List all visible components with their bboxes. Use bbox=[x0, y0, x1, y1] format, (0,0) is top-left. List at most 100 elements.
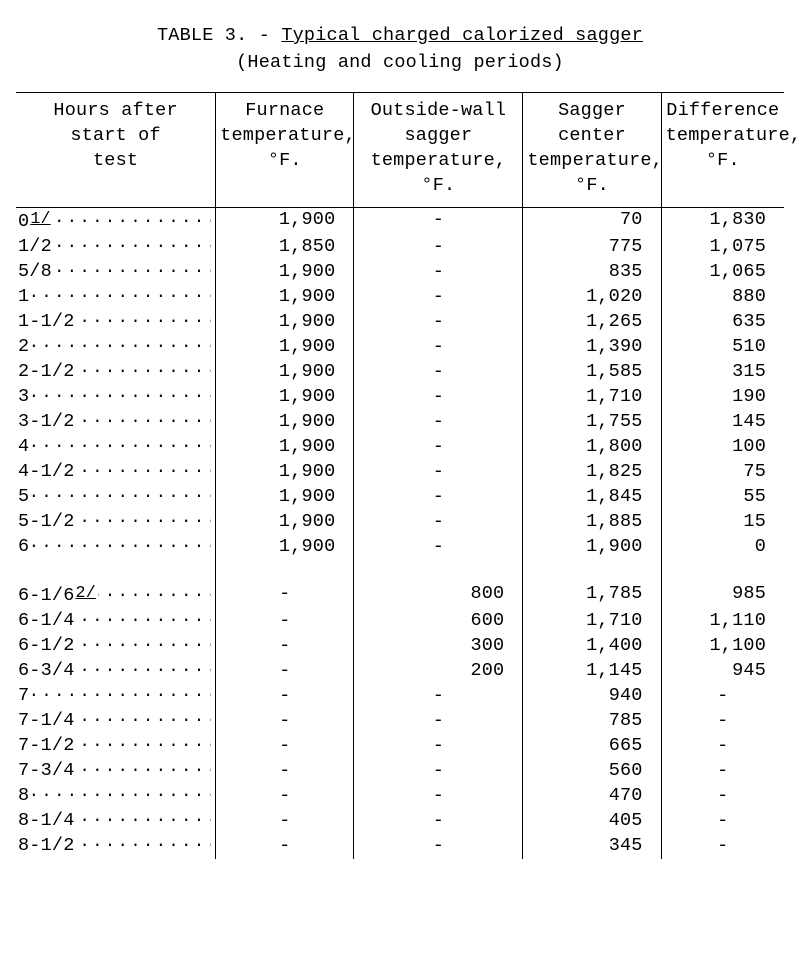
hours-label: 2 bbox=[18, 335, 31, 360]
hours-label: 8-1/4 bbox=[18, 809, 77, 834]
difference-cell: 1,110 bbox=[661, 609, 784, 634]
outside-wall-cell: - bbox=[354, 410, 523, 435]
furnace-cell: 1,850 bbox=[216, 235, 354, 260]
hours-label: 8-1/2 bbox=[18, 834, 77, 859]
difference-cell: 1,065 bbox=[661, 260, 784, 285]
table-row: ........................................… bbox=[16, 310, 784, 335]
center-cell: 1,585 bbox=[523, 360, 661, 385]
center-cell: 1,400 bbox=[523, 634, 661, 659]
furnace-cell: - bbox=[216, 659, 354, 684]
hours-cell: ........................................… bbox=[16, 435, 216, 460]
title-prefix: TABLE 3. - bbox=[157, 25, 281, 46]
table-header: Hours afterstart oftestFurnacetemperatur… bbox=[16, 92, 784, 207]
hours-cell: ........................................… bbox=[16, 460, 216, 485]
spacer-cell bbox=[354, 560, 523, 582]
hours-cell: ........................................… bbox=[16, 385, 216, 410]
furnace-cell: 1,900 bbox=[216, 360, 354, 385]
center-cell: 470 bbox=[523, 784, 661, 809]
difference-cell: 315 bbox=[661, 360, 784, 385]
center-cell: 345 bbox=[523, 834, 661, 859]
center-cell: 1,145 bbox=[523, 659, 661, 684]
table-row: ........................................… bbox=[16, 582, 784, 609]
difference-cell: 75 bbox=[661, 460, 784, 485]
difference-cell: 1,830 bbox=[661, 207, 784, 234]
difference-cell: - bbox=[661, 834, 784, 859]
footnote-marker: 2/ bbox=[75, 583, 96, 602]
table-row: ........................................… bbox=[16, 410, 784, 435]
center-cell: 1,900 bbox=[523, 535, 661, 560]
hours-label: 5-1/2 bbox=[18, 510, 77, 535]
outside-wall-cell: - bbox=[354, 460, 523, 485]
center-cell: 1,785 bbox=[523, 582, 661, 609]
dot-leader: ........................................… bbox=[16, 485, 211, 506]
outside-wall-cell: - bbox=[354, 809, 523, 834]
outside-wall-cell: - bbox=[354, 684, 523, 709]
table-row: ........................................… bbox=[16, 485, 784, 510]
col-header-1: Furnacetemperature,°F. bbox=[216, 92, 354, 207]
difference-cell: 0 bbox=[661, 535, 784, 560]
data-table: Hours afterstart oftestFurnacetemperatur… bbox=[16, 92, 784, 859]
furnace-cell: 1,900 bbox=[216, 207, 354, 234]
difference-cell: 880 bbox=[661, 285, 784, 310]
table-subtitle: (Heating and cooling periods) bbox=[16, 51, 784, 76]
outside-wall-cell: - bbox=[354, 360, 523, 385]
hours-label: 6-1/2 bbox=[18, 634, 77, 659]
hours-label: 7-1/4 bbox=[18, 709, 77, 734]
hours-cell: ........................................… bbox=[16, 582, 216, 609]
hours-label: 6-1/62/ bbox=[18, 582, 98, 609]
hours-label: 6-1/4 bbox=[18, 609, 77, 634]
hours-cell: ........................................… bbox=[16, 410, 216, 435]
hours-cell: ........................................… bbox=[16, 235, 216, 260]
furnace-cell: - bbox=[216, 582, 354, 609]
col-header-2: Outside-wallsaggertemperature, °F. bbox=[354, 92, 523, 207]
difference-cell: 1,075 bbox=[661, 235, 784, 260]
difference-cell: 635 bbox=[661, 310, 784, 335]
hours-cell: ........................................… bbox=[16, 734, 216, 759]
outside-wall-cell: - bbox=[354, 335, 523, 360]
outside-wall-cell: - bbox=[354, 285, 523, 310]
table-row: ........................................… bbox=[16, 285, 784, 310]
furnace-cell: 1,900 bbox=[216, 510, 354, 535]
hours-label: 7-3/4 bbox=[18, 759, 77, 784]
table-row: ........................................… bbox=[16, 435, 784, 460]
hours-label: 1 bbox=[18, 285, 31, 310]
table-row: ........................................… bbox=[16, 809, 784, 834]
center-cell: 1,845 bbox=[523, 485, 661, 510]
hours-label: 3-1/2 bbox=[18, 410, 77, 435]
center-cell: 560 bbox=[523, 759, 661, 784]
outside-wall-cell: 200 bbox=[354, 659, 523, 684]
dot-leader: ........................................… bbox=[16, 784, 211, 805]
hours-cell: ........................................… bbox=[16, 335, 216, 360]
spacer-cell bbox=[661, 560, 784, 582]
hours-label: 01/ bbox=[18, 208, 53, 235]
table-row: ........................................… bbox=[16, 385, 784, 410]
furnace-cell: 1,900 bbox=[216, 410, 354, 435]
hours-cell: ........................................… bbox=[16, 834, 216, 859]
table-row: ........................................… bbox=[16, 709, 784, 734]
hours-cell: ........................................… bbox=[16, 759, 216, 784]
hours-label: 5 bbox=[18, 485, 31, 510]
table-row: ........................................… bbox=[16, 784, 784, 809]
center-cell: 785 bbox=[523, 709, 661, 734]
difference-cell: - bbox=[661, 734, 784, 759]
furnace-cell: - bbox=[216, 734, 354, 759]
col-header-4: Differencetemperature,°F. bbox=[661, 92, 784, 207]
dot-leader: ........................................… bbox=[16, 285, 211, 306]
outside-wall-cell: - bbox=[354, 759, 523, 784]
table-row: ........................................… bbox=[16, 235, 784, 260]
dot-leader: ........................................… bbox=[16, 684, 211, 705]
hours-label: 3 bbox=[18, 385, 31, 410]
table-row: ........................................… bbox=[16, 684, 784, 709]
hours-label: 8 bbox=[18, 784, 31, 809]
table-row: ........................................… bbox=[16, 734, 784, 759]
difference-cell: 190 bbox=[661, 385, 784, 410]
furnace-cell: - bbox=[216, 759, 354, 784]
furnace-cell: - bbox=[216, 684, 354, 709]
furnace-cell: - bbox=[216, 609, 354, 634]
outside-wall-cell: - bbox=[354, 207, 523, 234]
hours-label: 4 bbox=[18, 435, 31, 460]
furnace-cell: 1,900 bbox=[216, 460, 354, 485]
difference-cell: 15 bbox=[661, 510, 784, 535]
hours-cell: ........................................… bbox=[16, 310, 216, 335]
hours-label: 5/8 bbox=[18, 260, 54, 285]
